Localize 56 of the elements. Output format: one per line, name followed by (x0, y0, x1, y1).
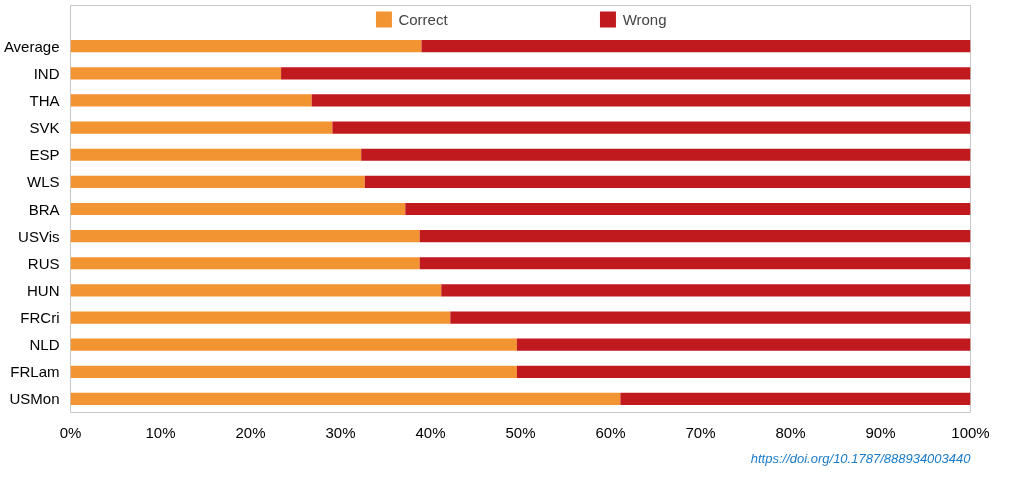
bar (70, 311, 451, 324)
bar (70, 40, 422, 53)
bar (450, 311, 971, 324)
bar (70, 392, 621, 406)
bar (405, 202, 971, 216)
bar (70, 121, 333, 134)
x-tick-label: 70% (685, 423, 716, 441)
legend-label: Wrong (622, 10, 667, 28)
bar (70, 257, 420, 270)
bar (70, 230, 420, 243)
bar (70, 175, 365, 188)
y-tick-label: THA (29, 91, 60, 109)
y-tick-label: USVis (18, 227, 60, 245)
y-tick-label: FRLam (10, 363, 60, 381)
bar (70, 365, 517, 378)
y-tick-label: ESP (29, 146, 60, 164)
x-tick-label: 60% (595, 423, 626, 441)
bar (361, 148, 971, 161)
bar (311, 94, 971, 107)
x-tick-label: 80% (775, 423, 806, 441)
bar (70, 148, 362, 161)
y-tick-label: NLD (29, 336, 60, 354)
bar (620, 392, 971, 406)
y-tick-label: SVK (29, 119, 60, 137)
bar (419, 257, 971, 270)
bar (516, 365, 971, 378)
y-tick-label: IND (33, 64, 60, 82)
y-tick-label: USMon (9, 390, 60, 408)
y-tick-label: RUS (27, 254, 60, 272)
bar (364, 175, 971, 188)
text: https://doi.org/10.1787/888934003440 (750, 450, 972, 466)
x-tick-label: 50% (505, 423, 536, 441)
x-tick-label: 90% (865, 423, 896, 441)
x-tick-label: 30% (325, 423, 356, 441)
y-tick-label: FRCri (20, 309, 60, 327)
bar (441, 284, 971, 297)
bar (70, 67, 282, 80)
legend-label: Correct (398, 10, 448, 28)
bar (70, 338, 517, 351)
y-tick-label: WLS (27, 173, 60, 191)
y-tick-label: HUN (27, 281, 60, 299)
bar (70, 202, 406, 216)
bar (70, 284, 442, 297)
y-tick-label: Average (3, 37, 60, 55)
bar (332, 121, 971, 134)
y-tick-label: BRA (28, 200, 60, 218)
x-tick-label: 0% (59, 423, 82, 441)
bar (281, 67, 971, 80)
x-tick-label: 20% (235, 423, 266, 441)
x-tick-label: 10% (145, 423, 176, 441)
bar (421, 40, 971, 53)
bar (419, 230, 971, 243)
x-tick-label: 100% (951, 423, 990, 441)
bar (516, 338, 971, 351)
bar (70, 94, 312, 107)
x-tick-label: 40% (415, 423, 446, 441)
